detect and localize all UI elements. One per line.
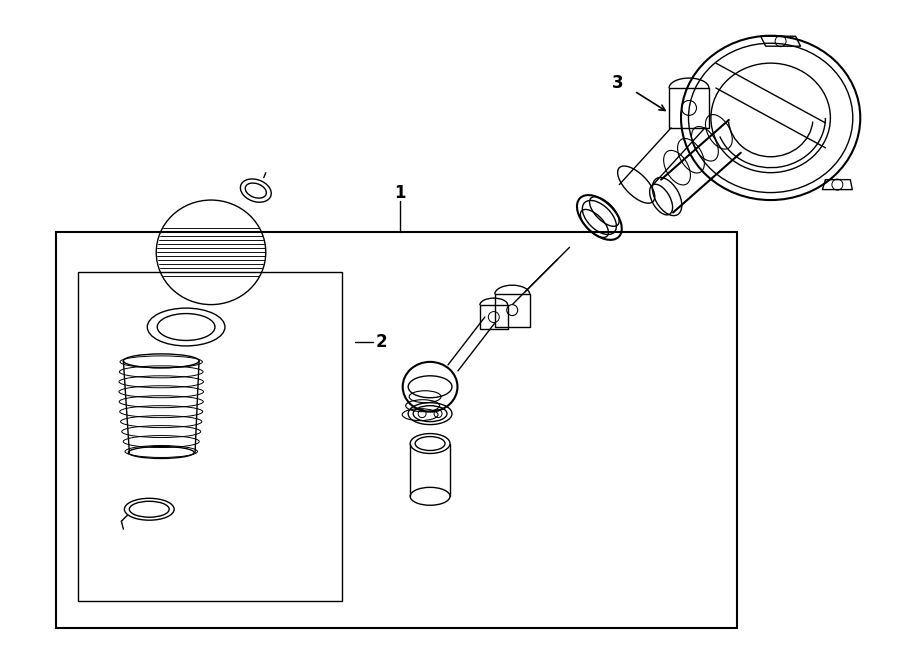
Text: 1: 1 [394, 183, 406, 202]
Bar [78, 271, 343, 601]
Text: 3: 3 [611, 74, 623, 92]
Bar [56, 232, 737, 628]
Text: 2: 2 [375, 333, 387, 351]
